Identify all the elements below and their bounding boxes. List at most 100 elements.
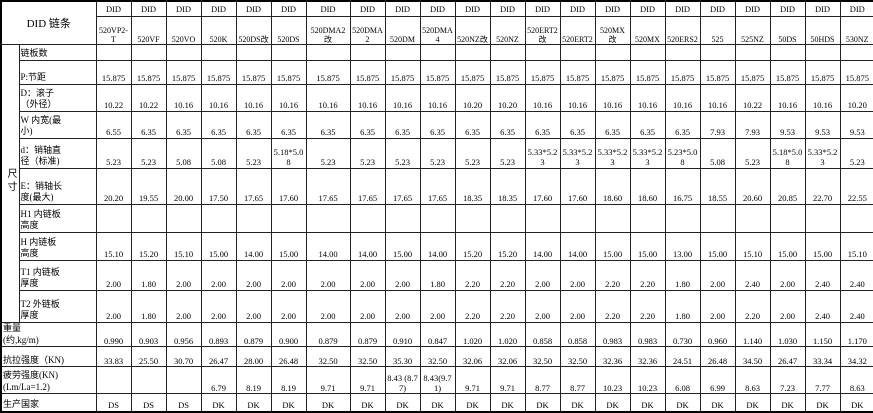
brand-label: DID xyxy=(489,0,526,17)
cell-value: 1.80 xyxy=(664,260,701,291)
cell-value: 15.875 xyxy=(454,60,491,85)
brand-label: DID xyxy=(734,0,771,17)
cell-value xyxy=(349,44,386,61)
cell-value: 32.50 xyxy=(349,346,386,368)
cell-value: 5.23 xyxy=(95,138,132,169)
cell-value xyxy=(454,204,491,233)
cell-value: 28.00 xyxy=(235,346,272,368)
column-header: 50DS xyxy=(769,16,806,45)
cell-value: 1.80 xyxy=(664,290,701,323)
brand-label: DID xyxy=(165,0,202,17)
cell-value: 1.80 xyxy=(419,260,456,291)
cell-value: 6.35 xyxy=(200,111,237,139)
column-header: 520VF xyxy=(130,16,167,45)
cell-value xyxy=(200,204,237,233)
cell-value xyxy=(305,44,351,61)
model-row: 520VP2-T 520VF 520VO 520K 520DS改 520DS 520DMA2… xyxy=(1,16,873,45)
brand-label: DID xyxy=(95,0,132,17)
cell-value: 33.34 xyxy=(804,346,841,368)
cell-value: 6.35 xyxy=(489,111,526,139)
row-label: 疲劳强度(KN) (Lm/La=1.2) xyxy=(0,366,97,395)
row-label: D：滚子 （外径） xyxy=(18,84,97,112)
cell-value: 6.35 xyxy=(664,111,701,139)
cell-value: 2.00 xyxy=(305,260,351,291)
cell-value: 10.20 xyxy=(454,84,491,112)
cell-value: 9.53 xyxy=(769,111,806,139)
cell-value: DK xyxy=(559,393,596,413)
cell-value: 15.20 xyxy=(130,232,167,261)
cell-value: 10.16 xyxy=(349,84,386,112)
cell-value: 5.23 xyxy=(419,138,456,169)
cell-value: 15.875 xyxy=(270,60,307,85)
cell-value: 17.50 xyxy=(200,168,237,205)
cell-value: 10.16 xyxy=(804,84,841,112)
cell-value: 2.00 xyxy=(559,260,596,291)
cell-value xyxy=(559,204,596,233)
column-header: 520ERS2 xyxy=(664,16,701,45)
cell-value: DK xyxy=(200,393,237,413)
cell-value: 15.875 xyxy=(699,60,736,85)
cell-value xyxy=(839,204,873,233)
cell-value: 0.903 xyxy=(130,321,167,348)
cell-value: 7.77 xyxy=(804,366,841,395)
cell-value: 1.80 xyxy=(130,260,167,291)
cell-value: 0.900 xyxy=(270,321,307,348)
cell-value: 17.65 xyxy=(305,168,351,205)
cell-value xyxy=(559,44,596,61)
table-row: E：销轴长 度(最大) 20.20 19.55 20.00 17.50 17.65 17.6… xyxy=(1,168,873,205)
column-header: 525 xyxy=(699,16,736,45)
column-header: 520DMA4 xyxy=(419,16,456,45)
cell-value xyxy=(489,44,526,61)
cell-value: 14.00 xyxy=(349,232,386,261)
cell-value: 5.23 xyxy=(489,138,526,169)
cell-value: 2.00 xyxy=(235,260,272,291)
cell-value: 8.19 xyxy=(235,366,272,395)
cell-value: 5.33*5.23 xyxy=(559,138,596,169)
cell-value xyxy=(130,204,167,233)
cell-value: 10.16 xyxy=(629,84,666,112)
cell-value xyxy=(95,204,132,233)
cell-value: 20.00 xyxy=(165,168,202,205)
cell-value: 0.858 xyxy=(559,321,596,348)
cell-value: 0.879 xyxy=(349,321,386,348)
cell-value: 32.50 xyxy=(524,346,561,368)
column-header: 520NZ xyxy=(489,16,526,45)
cell-value: 10.22 xyxy=(130,84,167,112)
column-header: 520DS改 xyxy=(235,16,272,45)
column-header: 520DM xyxy=(384,16,421,45)
table-body: 尺寸 链板数 P:节距 15.875 15.875 15.875 15.875 15.875 1… xyxy=(0,44,873,413)
cell-value: 17.65 xyxy=(349,168,386,205)
cell-value: 2.40 xyxy=(734,260,771,291)
cell-value: 15.875 xyxy=(734,60,771,85)
cell-value: 14.00 xyxy=(235,232,272,261)
cell-value: 18.60 xyxy=(594,168,631,205)
cell-value: 20.60 xyxy=(734,168,771,205)
brand-label: DID xyxy=(419,0,456,17)
size-group-label: 尺寸 xyxy=(0,44,20,323)
cell-value: 2.20 xyxy=(454,260,491,291)
cell-value: 0.983 xyxy=(629,321,666,348)
cell-value: 2.20 xyxy=(594,260,631,291)
cell-value xyxy=(804,204,841,233)
table-row: 疲劳强度(KN) (Lm/La=1.2) 6.79 8.19 8.19 9.71 9.71… xyxy=(0,366,873,395)
cell-value: 0.910 xyxy=(384,321,421,348)
cell-value: 2.00 xyxy=(419,290,456,323)
cell-value xyxy=(839,44,873,61)
cell-value: 20.20 xyxy=(95,168,132,205)
cell-value: 5.33*5.23 xyxy=(524,138,561,169)
cell-value: 8.63 xyxy=(839,366,873,395)
cell-value: 7.93 xyxy=(699,111,736,139)
cell-value: 15.875 xyxy=(839,60,873,85)
table-row: W 内宽(最 小) 6.55 6.35 6.35 6.35 6.35 6.35 6.35 6.3… xyxy=(1,111,873,139)
cell-value: 34.50 xyxy=(734,346,771,368)
cell-value: 15.875 xyxy=(594,60,631,85)
cell-value: DK xyxy=(594,393,631,413)
cell-value: 15.875 xyxy=(235,60,272,85)
brand-label: DID xyxy=(559,0,596,17)
cell-value: 1.80 xyxy=(130,290,167,323)
column-header: 50HDS xyxy=(804,16,841,45)
table-row: T2 外链板 厚度 2.00 1.80 2.00 2.00 2.00 2.00 2.00 2.0… xyxy=(1,290,873,323)
cell-value: 14.00 xyxy=(419,232,456,261)
cell-value xyxy=(629,44,666,61)
cell-value: 9.71 xyxy=(489,366,526,395)
